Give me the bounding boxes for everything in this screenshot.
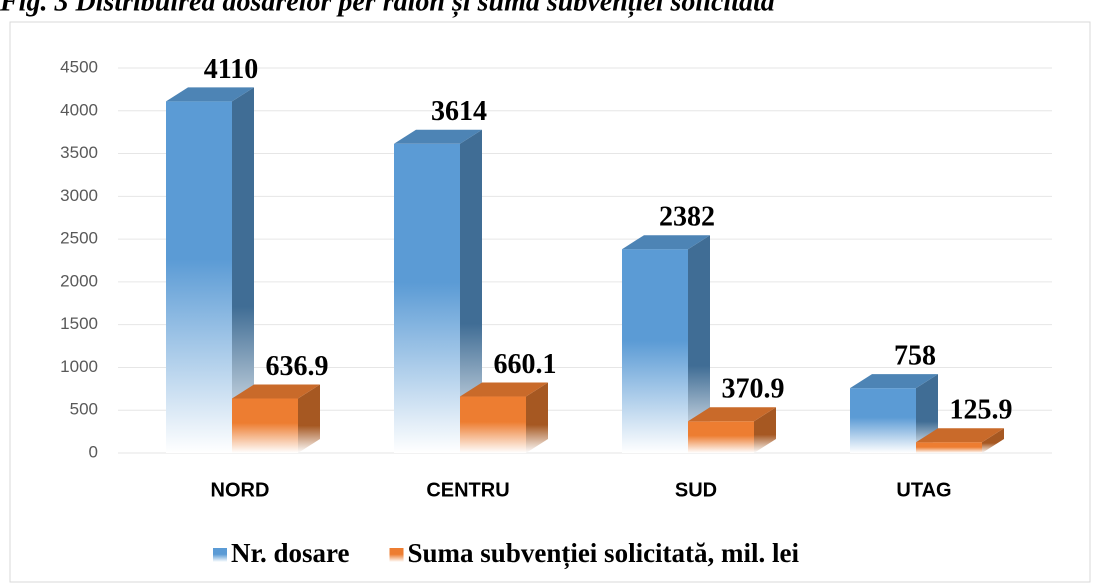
bar-side: [460, 129, 482, 453]
bar-side: [298, 384, 320, 453]
y-tick-label: 3500: [60, 143, 98, 162]
bar-top: [850, 374, 938, 389]
bar: [394, 129, 482, 453]
y-tick-label: 2000: [60, 271, 98, 290]
bar-side: [526, 382, 548, 453]
data-label: 4110: [204, 54, 258, 85]
data-label: 125.9: [950, 395, 1013, 426]
bar-top: [166, 87, 254, 102]
bar-front: [850, 388, 916, 453]
bar: [622, 235, 710, 453]
bar-front: [394, 143, 460, 453]
bar-side: [232, 87, 254, 453]
bar-side: [688, 235, 710, 453]
bar-front: [688, 421, 754, 453]
bar-top: [688, 407, 776, 422]
y-tick-label: 0: [89, 442, 98, 461]
bar-side: [754, 407, 776, 453]
legend-label: Nr. dosare: [231, 538, 350, 568]
bar-front: [232, 398, 298, 453]
x-tick-label: SUD: [675, 479, 717, 501]
bar: [166, 87, 254, 453]
bar: [916, 428, 1004, 453]
bar-front: [166, 101, 232, 453]
y-tick-label: 2500: [60, 229, 98, 248]
data-label: 758: [894, 341, 936, 372]
legend-swatch: [389, 548, 404, 562]
chart-border: [9, 21, 1091, 583]
x-tick-label: UTAG: [896, 479, 951, 501]
bar-front: [916, 442, 982, 453]
legend-swatch: [213, 548, 227, 562]
bar-side: [982, 428, 1004, 453]
bar-top: [916, 428, 1004, 443]
y-tick-label: 1500: [60, 314, 98, 333]
bar: [460, 382, 548, 453]
x-tick-label: CENTRU: [426, 479, 509, 501]
y-tick-label: 3000: [60, 186, 98, 205]
data-label: 370.9: [722, 374, 785, 405]
data-label: 660.1: [494, 349, 557, 380]
x-tick-label: NORD: [211, 479, 270, 501]
data-label: 3614: [431, 96, 487, 127]
y-tick-label: 500: [70, 400, 98, 419]
bar-front: [460, 396, 526, 453]
bar: [232, 384, 320, 453]
y-tick-label: 4500: [60, 57, 98, 76]
bar-top: [460, 382, 548, 397]
bar: [688, 407, 776, 453]
chart-title: Fig. 3 Distribuirea dosarelor per raion …: [0, 0, 775, 17]
y-tick-label: 1000: [60, 357, 98, 376]
bar-top: [622, 235, 710, 250]
bar-top: [232, 384, 320, 399]
y-tick-label: 4000: [60, 100, 98, 119]
data-label: 636.9: [266, 351, 329, 382]
bar-front: [622, 249, 688, 453]
bar-top: [394, 129, 482, 144]
legend-label: Suma subvenției solicitată, mil. lei: [408, 538, 800, 569]
data-label: 2382: [659, 202, 715, 233]
